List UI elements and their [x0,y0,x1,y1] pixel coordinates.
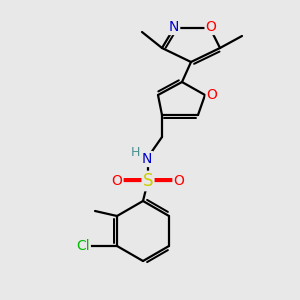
Text: O: O [207,88,218,102]
Text: O: O [174,174,184,188]
Text: O: O [112,174,122,188]
Text: N: N [169,20,179,34]
Text: N: N [142,152,152,166]
Text: H: H [130,146,140,158]
Text: O: O [206,20,216,34]
Text: Cl: Cl [76,239,90,253]
Text: S: S [143,172,153,190]
